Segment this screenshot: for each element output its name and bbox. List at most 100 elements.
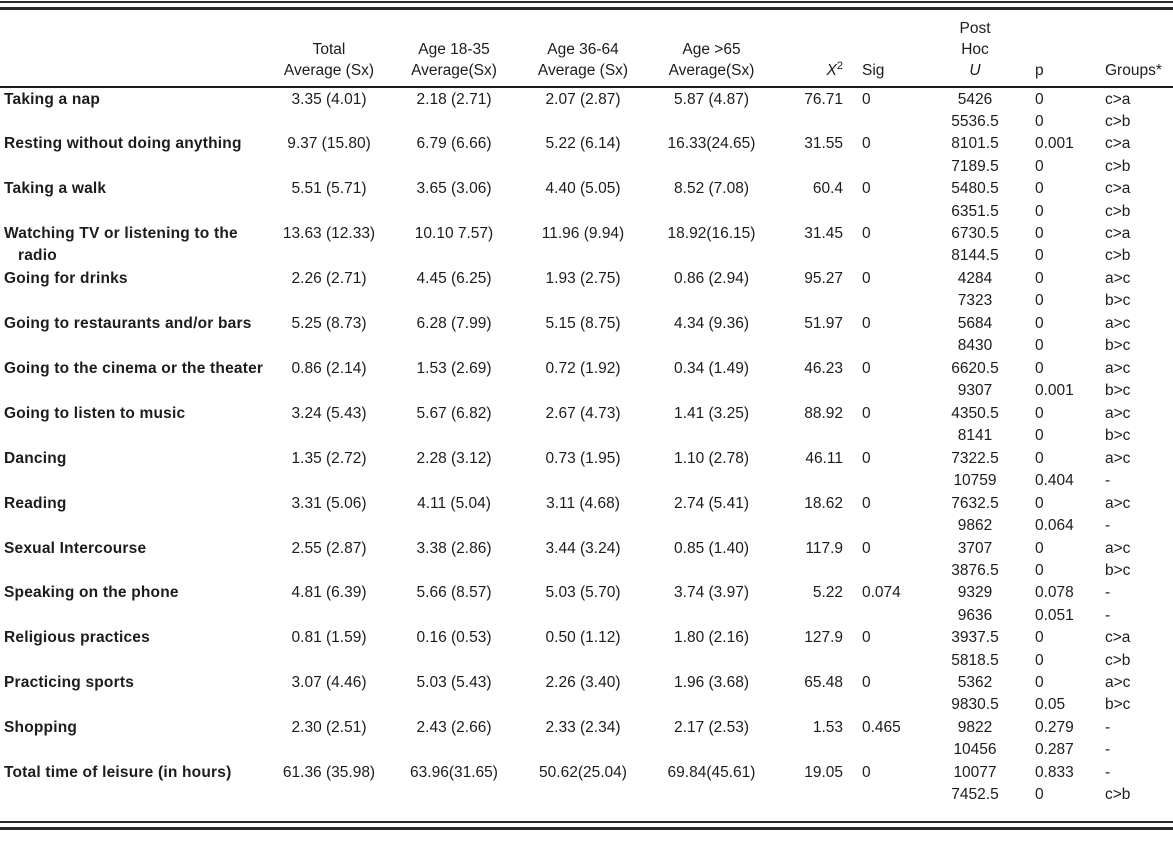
cell-groups-second: c>b <box>1105 651 1131 669</box>
cell-u-second: 6351.5 <box>951 202 999 220</box>
cell-age-18-35: 0.16 (0.53) <box>416 629 492 647</box>
cell-total-average: 3.31 (5.06) <box>291 494 367 512</box>
cell-chi-square: 18.62 <box>804 494 843 512</box>
cell-activity: Going to the cinema or the theater <box>4 359 264 377</box>
cell-total-average: 5.51 (5.71) <box>291 180 367 198</box>
cell-u-first: 5684 <box>957 315 993 333</box>
cell-total-average: 2.30 (2.51) <box>291 719 367 737</box>
table-row-continuation: 5536.5 0 c>b <box>0 111 1173 133</box>
cell-sig: 0 <box>862 359 871 377</box>
cell-p-first: 0 <box>1035 539 1044 557</box>
table-row-continuation: 7189.5 0 c>b <box>0 156 1173 178</box>
cell-p-second: 0 <box>1035 157 1044 175</box>
cell-age-36-64: 3.44 (3.24) <box>545 539 621 557</box>
table-row: Speaking on the phone 4.81 (6.39) 5.66 (8.… <box>0 582 1173 605</box>
header-age-over-65-line1: Age >65 <box>682 41 741 58</box>
cell-groups-second: - <box>1105 741 1111 759</box>
table-row-continuation: 9830.5 0.05 b>c <box>0 694 1173 716</box>
cell-u-first: 9822 <box>957 719 993 737</box>
cell-chi-square: 127.9 <box>804 629 843 647</box>
cell-sig: 0 <box>862 135 871 153</box>
bottom-rule-thin <box>0 820 1173 823</box>
cell-chi-square: 76.71 <box>804 90 843 108</box>
cell-p-first: 0.078 <box>1035 584 1074 602</box>
cell-total-average: 3.24 (5.43) <box>291 404 367 422</box>
cell-groups-second: - <box>1105 606 1111 624</box>
cell-age-18-35: 6.28 (7.99) <box>416 315 492 333</box>
header-p-value: p <box>1030 10 1098 88</box>
cell-age-18-35: 4.11 (5.04) <box>417 494 491 512</box>
cell-p-first: 0 <box>1035 359 1044 377</box>
cell-groups-first: c>a <box>1105 180 1131 198</box>
table-row: Sexual Intercourse 2.55 (2.87) 3.38 (2.86)… <box>0 537 1173 560</box>
cell-sig: 0 <box>862 674 871 692</box>
cell-groups-first: a>c <box>1105 315 1131 333</box>
cell-age-over-65: 69.84(45.61) <box>667 764 756 782</box>
cell-p-second: 0 <box>1035 337 1044 355</box>
table-row-continuation: 10759 0.404 - <box>0 470 1173 492</box>
cell-sig: 0 <box>862 315 871 333</box>
cell-u-second: 7452.5 <box>951 786 999 804</box>
cell-age-36-64: 2.26 (3.40) <box>545 674 621 692</box>
table-row: Reading 3.31 (5.06) 4.11 (5.04) 3.11 (4.68)… <box>0 492 1173 515</box>
cell-age-36-64: 50.62(25.04) <box>539 764 627 782</box>
cell-groups-first: c>a <box>1105 225 1131 243</box>
cell-chi-square: 31.55 <box>804 135 843 153</box>
header-chi-square: X2 <box>775 10 848 88</box>
table-row: Total time of leisure (in hours) 61.36 (3… <box>0 762 1173 785</box>
table-row-continuation: 10456 0.287 - <box>0 739 1173 761</box>
table-row: Going to the cinema or the theater 0.86 (… <box>0 357 1173 380</box>
cell-p-first: 0 <box>1035 449 1044 467</box>
cell-p-second: 0.051 <box>1035 606 1074 624</box>
cell-chi-square: 19.05 <box>804 764 843 782</box>
cell-total-average: 13.63 (12.33) <box>282 225 376 243</box>
cell-chi-square: 31.45 <box>804 225 843 243</box>
cell-activity: Going to listen to music <box>4 404 186 422</box>
cell-total-average: 3.07 (4.46) <box>291 674 367 692</box>
table-row: Going to listen to music 3.24 (5.43) 5.67 … <box>0 402 1173 425</box>
cell-p-second: 0.287 <box>1035 741 1074 759</box>
cell-groups-first: c>a <box>1105 90 1131 108</box>
cell-u-second: 8144.5 <box>951 247 999 265</box>
cell-groups-second: b>c <box>1105 337 1131 355</box>
cell-u-first: 3937.5 <box>951 629 999 647</box>
cell-groups-first: a>c <box>1105 494 1131 512</box>
table-row: Going to restaurants and/or bars 5.25 (8.… <box>0 313 1173 336</box>
cell-activity: Practicing sports <box>4 674 135 692</box>
cell-groups-first: a>c <box>1105 674 1131 692</box>
cell-sig: 0 <box>862 180 871 198</box>
cell-age-36-64: 0.50 (1.12) <box>545 629 621 647</box>
cell-u-second: 5536.5 <box>951 112 999 130</box>
cell-activity: Speaking on the phone <box>4 584 179 602</box>
cell-activity: Dancing <box>4 449 67 467</box>
cell-age-over-65: 8.52 (7.08) <box>674 180 749 198</box>
cell-chi-square: 5.22 <box>812 584 843 602</box>
cell-p-second: 0 <box>1035 427 1044 445</box>
cell-chi-square: 95.27 <box>804 270 843 288</box>
cell-chi-square: 46.23 <box>804 359 843 377</box>
cell-total-average: 0.86 (2.14) <box>291 359 367 377</box>
cell-u-second: 10759 <box>953 471 997 489</box>
cell-p-first: 0 <box>1035 404 1044 422</box>
cell-sig: 0.465 <box>862 719 901 737</box>
cell-u-first: 9329 <box>957 584 993 602</box>
cell-activity: Total time of leisure (in hours) <box>4 764 232 782</box>
bottom-rule-thick <box>0 826 1173 830</box>
header-total-line2: Average (Sx) <box>283 62 375 79</box>
cell-groups-second: - <box>1105 471 1111 489</box>
cell-p-first: 0.001 <box>1035 135 1074 153</box>
table-row: Practicing sports 3.07 (4.46) 5.03 (5.43) 2… <box>0 672 1173 695</box>
cell-activity: Watching TV or listening to the radio <box>4 225 238 265</box>
cell-u-second: 9636 <box>957 606 993 624</box>
cell-groups-second: b>c <box>1105 561 1131 579</box>
cell-p-second: 0.404 <box>1035 471 1074 489</box>
cell-total-average: 3.35 (4.01) <box>291 90 367 108</box>
cell-u-first: 7322.5 <box>951 449 999 467</box>
header-post-hoc-u: Post Hoc U <box>920 10 1030 88</box>
cell-age-18-35: 10.10 7.57) <box>414 225 494 243</box>
table-row-continuation: 8141 0 b>c <box>0 425 1173 447</box>
cell-u-second: 7323 <box>957 292 993 310</box>
cell-activity: Resting without doing anything <box>4 135 242 153</box>
cell-age-36-64: 2.33 (2.34) <box>545 719 621 737</box>
